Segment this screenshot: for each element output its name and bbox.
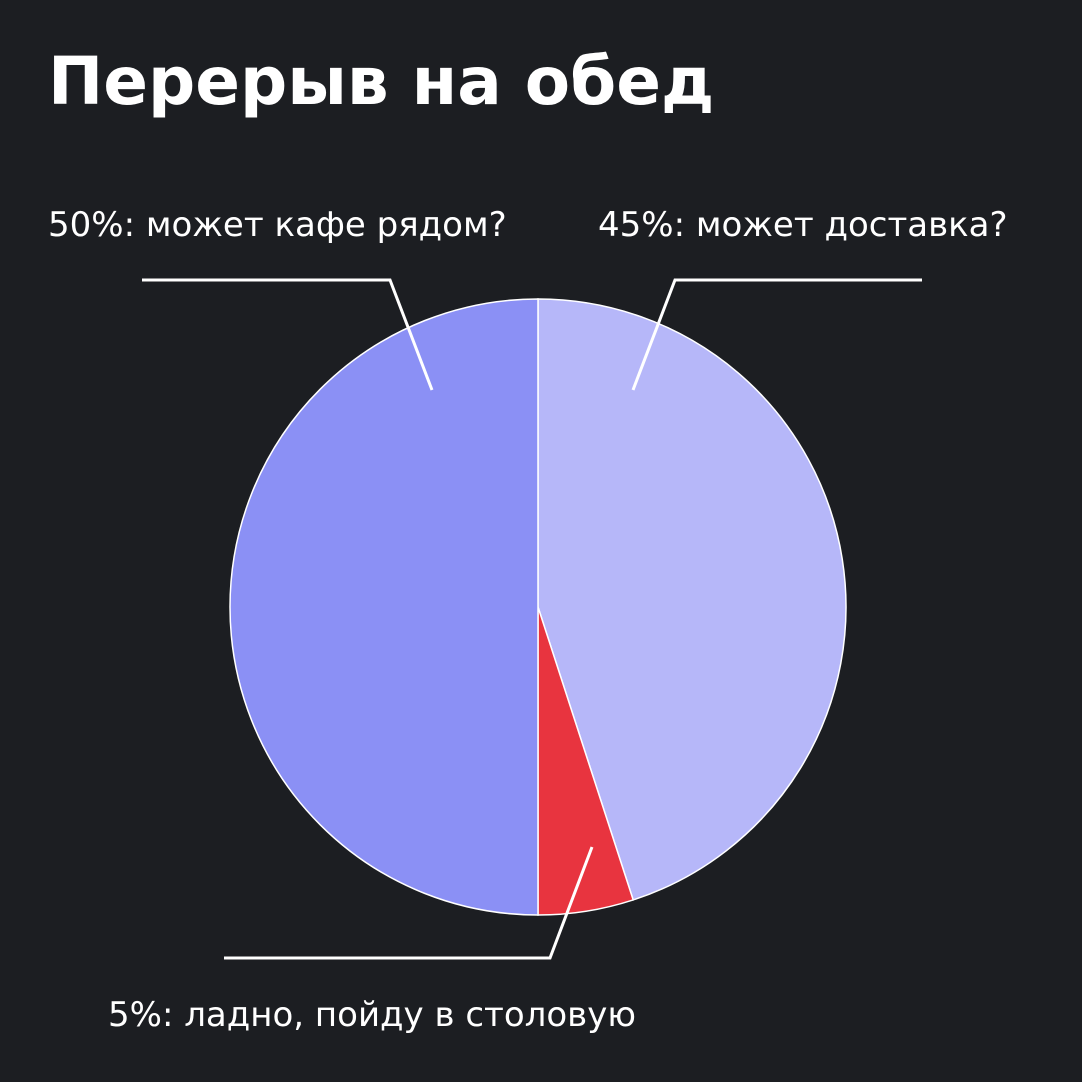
slice-label: 5%: ладно, пойду в столовую — [108, 995, 636, 1035]
leader-line — [142, 278, 434, 391]
chart-title: Перерыв на обед — [48, 43, 714, 120]
pie-slice — [229, 298, 539, 916]
slice-label: 50%: может кафе рядом? — [48, 205, 507, 245]
slice-label: 45%: может доставка? — [598, 205, 1008, 245]
leader-line — [224, 846, 594, 960]
leader-line — [631, 278, 922, 391]
pie-slice — [537, 298, 847, 901]
